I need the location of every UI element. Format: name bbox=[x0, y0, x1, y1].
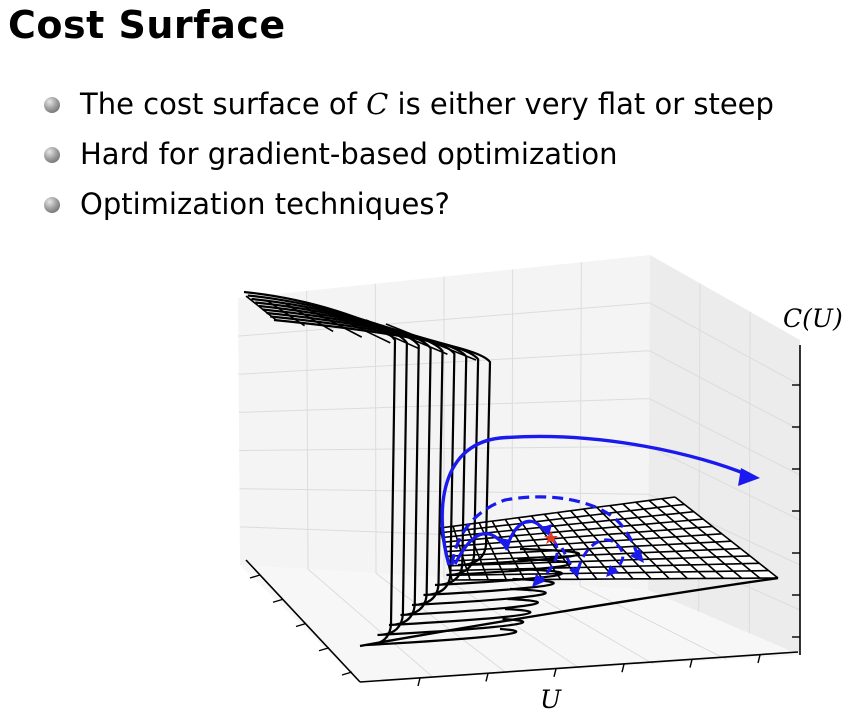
wall-cap-line bbox=[325, 311, 391, 344]
u-axis-tick bbox=[553, 668, 557, 677]
dashed-bounce-left-arrowhead bbox=[532, 574, 546, 587]
u-axis-tick bbox=[485, 673, 489, 682]
bounce-arrowhead-2 bbox=[540, 524, 552, 536]
pane-gridline bbox=[238, 302, 650, 337]
pane-gridline bbox=[238, 350, 650, 375]
mesh-line bbox=[622, 503, 707, 579]
wall-ribbon-line bbox=[255, 301, 539, 617]
wall-cap-line bbox=[245, 295, 277, 321]
u-axis-tick bbox=[621, 664, 625, 673]
u-axis-tick bbox=[757, 654, 761, 664]
pane-gridline bbox=[648, 398, 801, 476]
wall-ribbon-line bbox=[270, 315, 572, 577]
wall-cap-line bbox=[365, 319, 448, 356]
dashed-hop bbox=[560, 547, 576, 571]
wall-cap-line bbox=[345, 315, 420, 350]
mesh-line bbox=[674, 496, 779, 579]
bullet-dot-icon bbox=[44, 97, 60, 113]
left-axis-tick bbox=[249, 574, 261, 579]
u-axis-line bbox=[359, 651, 799, 683]
minimum-star-icon bbox=[544, 531, 558, 544]
axis-lines bbox=[245, 345, 801, 683]
left-axis-tick bbox=[318, 647, 330, 652]
dashed-hop-arrowhead bbox=[569, 566, 580, 577]
mesh-line bbox=[596, 506, 670, 580]
mesh-line bbox=[661, 498, 761, 579]
bullet-text-suffix: is either very flat or steep bbox=[388, 87, 774, 121]
bullet-dot-icon bbox=[44, 197, 60, 213]
pane-gridline bbox=[238, 398, 650, 413]
pane-gridline bbox=[748, 311, 751, 634]
surface-front-edge bbox=[359, 576, 779, 648]
bullet-text: Hard for gradient-based optimization bbox=[80, 137, 618, 171]
mesh-line bbox=[465, 524, 489, 581]
slide-title: Cost Surface bbox=[8, 3, 286, 47]
axis-ticks bbox=[249, 384, 800, 687]
bullet-item: Hard for gradient-based optimization bbox=[44, 132, 774, 182]
mesh-line bbox=[648, 499, 743, 579]
bullet-list: The cost surface of C is either very fla… bbox=[44, 82, 774, 232]
wall-ribbon-line bbox=[266, 311, 563, 587]
floor-gridline bbox=[307, 568, 434, 678]
floor-gridline bbox=[579, 585, 727, 660]
left-axis-line bbox=[245, 559, 361, 683]
solid-trajectory-arrowhead bbox=[738, 468, 760, 486]
mesh-line bbox=[543, 513, 598, 580]
mesh-line bbox=[609, 505, 688, 580]
pane-gridline bbox=[649, 302, 801, 386]
dashed-trajectory bbox=[450, 495, 640, 566]
mesh-line bbox=[517, 517, 562, 580]
x-axis-label: U bbox=[540, 685, 562, 714]
pane-gridline bbox=[648, 445, 801, 521]
pane-gridline bbox=[649, 350, 801, 431]
mesh-line bbox=[556, 511, 616, 580]
u-axis-tick bbox=[689, 659, 693, 668]
wall-cap-line bbox=[385, 323, 477, 361]
left-axis-tick bbox=[295, 622, 307, 628]
bounce-arrowhead-1 bbox=[500, 538, 511, 551]
dashed-bounce-right bbox=[576, 538, 625, 572]
wall-cap-line bbox=[305, 307, 363, 338]
bullet-item: Optimization techniques? bbox=[44, 182, 774, 232]
left-axis-tick bbox=[341, 671, 353, 676]
dashed-bounce-right-arrowhead bbox=[606, 565, 619, 577]
bullet-text-prefix: The cost surface of bbox=[80, 87, 367, 121]
solid-jump-trajectory bbox=[440, 434, 749, 566]
floor-gridline bbox=[375, 572, 507, 674]
bullet-dot-icon bbox=[44, 147, 60, 163]
pane-gridline bbox=[239, 445, 649, 452]
bullet-item: The cost surface of C is either very fla… bbox=[44, 82, 774, 132]
mesh-line bbox=[583, 508, 652, 580]
wall-cap-line bbox=[265, 299, 306, 327]
dashed-trajectory-arrowhead bbox=[630, 548, 644, 563]
mesh-line bbox=[570, 510, 634, 580]
u-axis-tick bbox=[417, 677, 421, 687]
left-axis-tick bbox=[272, 598, 284, 603]
bullet-text: Optimization techniques? bbox=[80, 187, 450, 221]
steep-wall-mesh bbox=[243, 290, 779, 648]
mesh-line bbox=[635, 501, 725, 579]
wall-cap-line bbox=[285, 303, 334, 333]
pane-gridline bbox=[306, 290, 309, 570]
bullet-math-symbol: C bbox=[366, 87, 389, 121]
z-axis-label: C(U) bbox=[783, 304, 843, 333]
